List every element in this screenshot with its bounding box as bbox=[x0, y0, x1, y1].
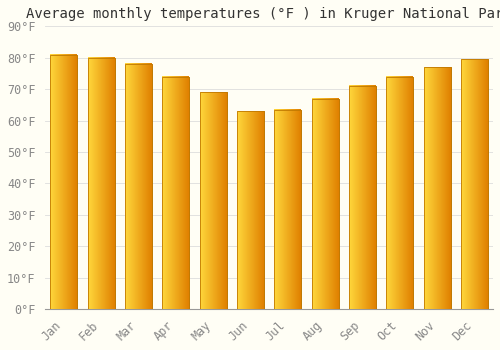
Bar bbox=[349, 86, 376, 309]
Bar bbox=[237, 111, 264, 309]
Bar bbox=[237, 111, 264, 309]
Bar bbox=[424, 67, 450, 309]
Bar bbox=[349, 86, 376, 309]
Bar bbox=[274, 110, 301, 309]
Bar bbox=[50, 55, 78, 309]
Bar bbox=[312, 99, 338, 309]
Bar bbox=[162, 77, 189, 309]
Bar bbox=[162, 77, 189, 309]
Bar bbox=[386, 77, 413, 309]
Title: Average monthly temperatures (°F ) in Kruger National Park: Average monthly temperatures (°F ) in Kr… bbox=[26, 7, 500, 21]
Bar bbox=[274, 110, 301, 309]
Bar bbox=[200, 92, 226, 309]
Bar bbox=[424, 67, 450, 309]
Bar bbox=[312, 99, 338, 309]
Bar bbox=[88, 58, 115, 309]
Bar bbox=[125, 64, 152, 309]
Bar bbox=[461, 59, 488, 309]
Bar bbox=[461, 59, 488, 309]
Bar bbox=[88, 58, 115, 309]
Bar bbox=[50, 55, 78, 309]
Bar bbox=[125, 64, 152, 309]
Bar bbox=[386, 77, 413, 309]
Bar bbox=[200, 92, 226, 309]
